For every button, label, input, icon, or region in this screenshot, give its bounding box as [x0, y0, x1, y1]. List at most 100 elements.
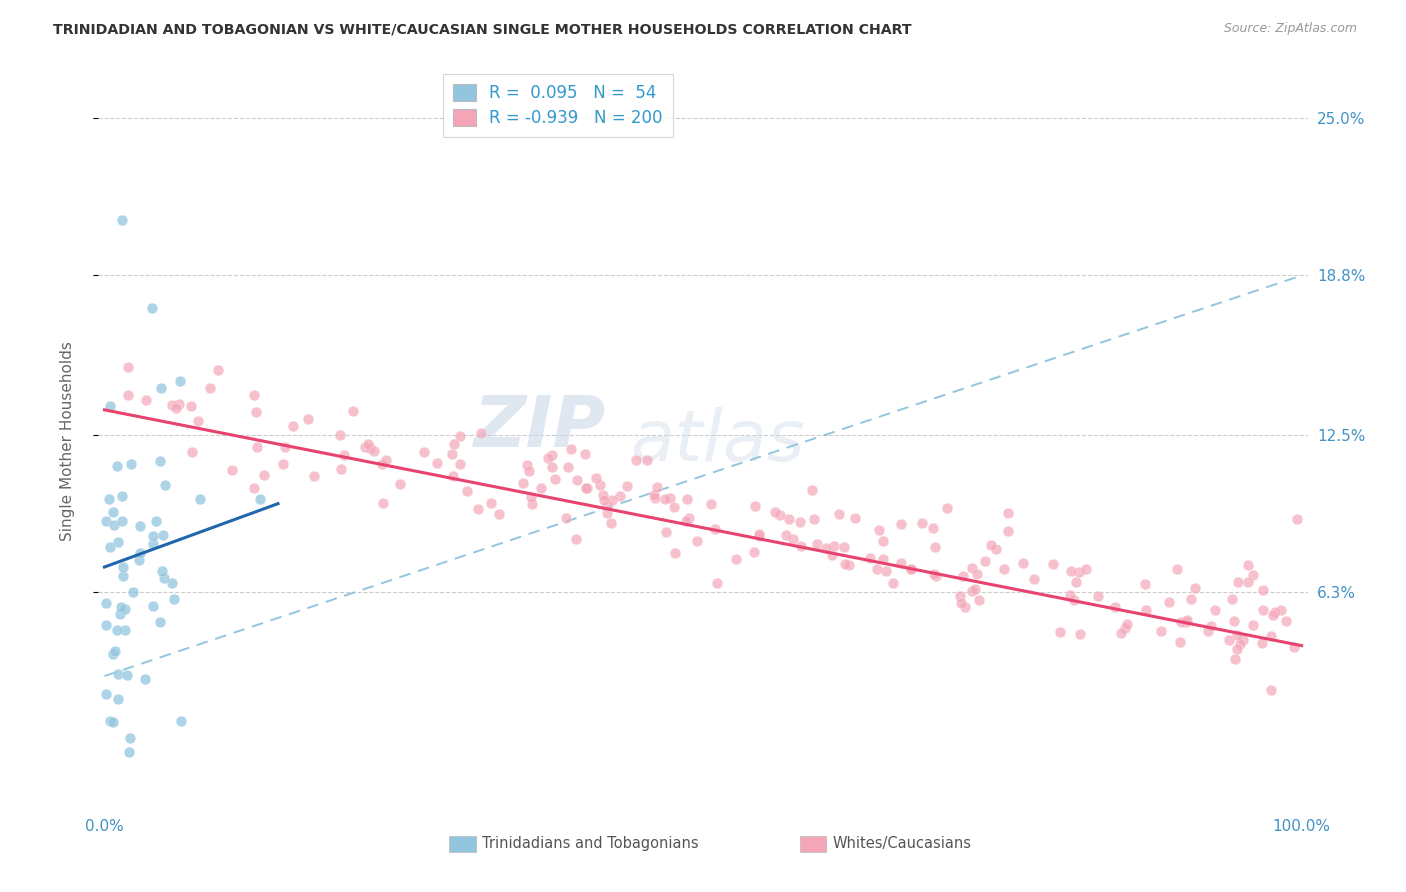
Point — [1157, 595, 1180, 609]
Point — [512, 476, 534, 491]
Point — [659, 491, 682, 505]
Point — [1109, 626, 1132, 640]
Point — [585, 470, 607, 484]
Point — [117, 359, 139, 374]
Point — [1168, 634, 1191, 648]
Point — [271, 457, 294, 471]
Point — [441, 469, 464, 483]
Point — [900, 562, 922, 576]
Point — [150, 565, 173, 579]
Point — [1114, 620, 1136, 634]
Point — [576, 482, 599, 496]
Point — [94, 687, 117, 701]
Point — [963, 582, 986, 596]
Point — [1236, 558, 1258, 572]
Point — [821, 548, 844, 562]
Point — [120, 457, 142, 471]
Point — [1135, 603, 1157, 617]
Point — [554, 511, 576, 525]
Point — [522, 497, 544, 511]
Point — [371, 457, 394, 471]
Point — [1261, 608, 1284, 623]
Point — [108, 607, 131, 621]
Point — [169, 374, 191, 388]
Text: atlas: atlas — [630, 407, 806, 476]
Point — [243, 481, 266, 495]
Point — [363, 443, 385, 458]
Point — [1286, 512, 1309, 526]
Point — [993, 562, 1015, 576]
Point — [1260, 682, 1282, 697]
Point — [479, 496, 502, 510]
Point — [769, 508, 792, 522]
Point — [706, 576, 728, 591]
Text: TRINIDADIAN AND TOBAGONIAN VS WHITE/CAUCASIAN SINGLE MOTHER HOUSEHOLDS CORRELATI: TRINIDADIAN AND TOBAGONIAN VS WHITE/CAUC… — [53, 22, 912, 37]
Point — [596, 499, 619, 513]
Point — [128, 546, 150, 560]
Point — [1229, 637, 1251, 651]
Point — [467, 502, 489, 516]
Point — [1115, 617, 1137, 632]
Point — [838, 558, 860, 572]
Point — [333, 448, 356, 462]
Point — [253, 468, 276, 483]
Point — [560, 442, 582, 456]
Point — [803, 511, 825, 525]
Point — [592, 488, 614, 502]
Point — [925, 568, 948, 582]
Point — [675, 514, 697, 528]
Point — [181, 445, 204, 459]
Point — [200, 381, 222, 395]
Point — [540, 459, 562, 474]
Point — [114, 602, 136, 616]
Point — [107, 666, 129, 681]
Point — [900, 562, 922, 576]
Point — [1251, 583, 1274, 598]
Point — [966, 567, 988, 582]
Point — [922, 521, 945, 535]
Point — [565, 533, 588, 547]
Point — [1063, 593, 1085, 607]
Point — [1175, 613, 1198, 627]
Point — [616, 479, 638, 493]
Point — [145, 514, 167, 528]
Point — [1069, 565, 1091, 579]
Point — [593, 493, 616, 508]
Point — [882, 576, 904, 591]
Point — [1104, 600, 1126, 615]
Point — [188, 491, 211, 506]
Point — [101, 505, 124, 519]
Point — [924, 540, 946, 554]
Point — [97, 492, 120, 507]
Point — [967, 593, 990, 607]
Point — [162, 591, 184, 606]
Point — [110, 599, 132, 614]
Point — [134, 672, 156, 686]
Point — [142, 599, 165, 613]
Point — [599, 516, 621, 530]
Point — [529, 481, 551, 495]
Point — [246, 440, 269, 454]
Point — [645, 480, 668, 494]
Point — [911, 516, 934, 531]
Point — [152, 571, 174, 585]
Text: Source: ZipAtlas.com: Source: ZipAtlas.com — [1223, 22, 1357, 36]
Point — [111, 489, 134, 503]
Point — [517, 464, 540, 478]
Point — [574, 447, 596, 461]
Point — [1066, 574, 1088, 589]
Point — [676, 491, 699, 506]
Point — [111, 212, 134, 227]
Point — [105, 623, 128, 637]
Point — [449, 457, 471, 471]
Point — [806, 537, 828, 551]
Point — [1241, 618, 1264, 632]
Point — [1022, 572, 1045, 586]
Point — [678, 511, 700, 525]
Point — [1076, 562, 1098, 576]
Point — [890, 517, 912, 532]
Point — [814, 541, 837, 556]
Point — [567, 473, 589, 487]
Point — [973, 553, 995, 567]
Point — [544, 472, 567, 486]
